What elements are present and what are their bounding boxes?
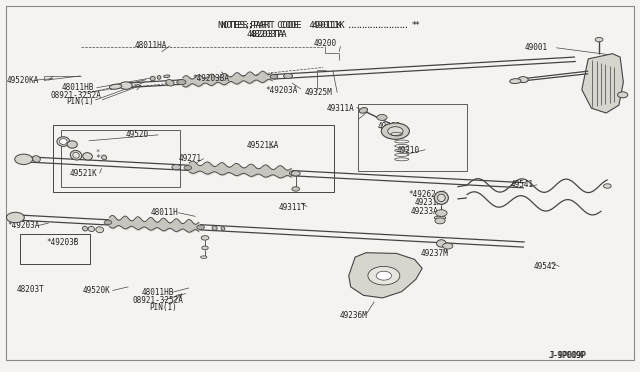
Ellipse shape <box>73 152 79 158</box>
Text: *49203A: *49203A <box>7 221 40 230</box>
Text: 48011H: 48011H <box>151 208 179 217</box>
Text: NOTES;PART CODE  49011K ........... *: NOTES;PART CODE 49011K ........... * <box>221 21 420 30</box>
Circle shape <box>270 74 278 79</box>
Circle shape <box>15 154 33 164</box>
Text: 48011HA: 48011HA <box>135 41 167 50</box>
Circle shape <box>292 187 300 191</box>
Ellipse shape <box>436 240 446 247</box>
Circle shape <box>104 220 112 225</box>
Ellipse shape <box>157 76 161 79</box>
Circle shape <box>435 218 445 224</box>
Circle shape <box>289 171 297 176</box>
Circle shape <box>172 164 180 170</box>
Circle shape <box>518 77 528 83</box>
Text: NOTES;PART CODE  49011K ........... *: NOTES;PART CODE 49011K ........... * <box>218 22 417 31</box>
Polygon shape <box>349 253 422 298</box>
Text: 49520: 49520 <box>125 130 148 140</box>
Circle shape <box>604 184 611 188</box>
Ellipse shape <box>67 141 77 148</box>
Circle shape <box>196 225 204 230</box>
Text: 08921-3252A: 08921-3252A <box>132 296 183 305</box>
Text: 49271: 49271 <box>178 154 202 163</box>
Text: 49001: 49001 <box>524 42 547 51</box>
Circle shape <box>595 37 603 42</box>
Text: 49542: 49542 <box>534 262 557 271</box>
Ellipse shape <box>88 227 95 232</box>
Ellipse shape <box>83 226 88 231</box>
Text: *: * <box>95 154 100 163</box>
Text: 49521K: 49521K <box>70 169 97 178</box>
Text: 49200: 49200 <box>314 39 337 48</box>
Circle shape <box>6 212 24 223</box>
Ellipse shape <box>33 155 40 162</box>
Ellipse shape <box>435 191 449 204</box>
Text: 48203TA: 48203TA <box>250 29 287 39</box>
Ellipse shape <box>109 84 122 89</box>
Text: 48203TA: 48203TA <box>246 29 284 39</box>
Circle shape <box>368 266 400 285</box>
Text: *49203BA: *49203BA <box>192 74 229 83</box>
Circle shape <box>443 243 453 249</box>
Text: 49237M: 49237M <box>421 249 449 258</box>
Ellipse shape <box>60 138 67 144</box>
Text: 49520KA: 49520KA <box>7 76 40 85</box>
Ellipse shape <box>102 155 107 160</box>
Ellipse shape <box>438 194 445 202</box>
Text: 08921-3252A: 08921-3252A <box>51 91 101 100</box>
Text: J-9P009P: J-9P009P <box>550 351 587 360</box>
Polygon shape <box>582 54 623 113</box>
Ellipse shape <box>164 75 170 78</box>
Text: 49325M: 49325M <box>305 88 332 97</box>
Ellipse shape <box>150 76 156 81</box>
Circle shape <box>436 210 447 217</box>
Ellipse shape <box>83 153 92 160</box>
Circle shape <box>202 246 208 250</box>
Ellipse shape <box>509 79 521 84</box>
Circle shape <box>291 171 300 176</box>
Ellipse shape <box>57 137 70 146</box>
Ellipse shape <box>435 216 446 220</box>
Text: 49521KA: 49521KA <box>246 141 279 150</box>
Text: *49203A: *49203A <box>266 86 298 95</box>
Text: 49311T: 49311T <box>278 203 307 212</box>
Ellipse shape <box>166 80 174 86</box>
Text: 49210: 49210 <box>397 146 420 155</box>
Text: *49203B: *49203B <box>47 238 79 247</box>
Circle shape <box>376 271 392 280</box>
Ellipse shape <box>70 150 82 160</box>
Text: J-9P009P: J-9P009P <box>548 351 586 360</box>
Text: 49520K: 49520K <box>83 286 110 295</box>
Bar <box>61 131 179 187</box>
Text: 49541: 49541 <box>510 180 533 189</box>
Bar <box>53 125 334 192</box>
Text: *: * <box>95 148 99 154</box>
Text: PIN(1): PIN(1) <box>67 97 94 106</box>
Text: 49311A: 49311A <box>326 104 354 113</box>
Ellipse shape <box>221 227 225 230</box>
Text: 48011HB: 48011HB <box>141 288 173 297</box>
Circle shape <box>381 123 410 139</box>
Text: 48203T: 48203T <box>17 285 44 294</box>
Text: 49233A: 49233A <box>411 207 438 216</box>
Text: 49369: 49369 <box>378 122 401 131</box>
Circle shape <box>388 127 403 136</box>
Circle shape <box>618 92 628 98</box>
Bar <box>20 234 90 264</box>
Ellipse shape <box>212 226 217 230</box>
Text: PIN(1): PIN(1) <box>150 303 177 312</box>
Ellipse shape <box>96 227 104 232</box>
Circle shape <box>120 82 132 89</box>
Ellipse shape <box>359 108 367 113</box>
Bar <box>358 105 467 171</box>
Circle shape <box>184 166 191 170</box>
Text: 49231M: 49231M <box>415 198 442 207</box>
Circle shape <box>284 73 292 78</box>
Circle shape <box>377 115 387 121</box>
Circle shape <box>201 235 209 240</box>
Ellipse shape <box>200 256 207 259</box>
Circle shape <box>177 80 186 85</box>
Text: 48011HB: 48011HB <box>61 83 93 92</box>
Text: 49236M: 49236M <box>339 311 367 320</box>
Text: *49262: *49262 <box>408 190 436 199</box>
